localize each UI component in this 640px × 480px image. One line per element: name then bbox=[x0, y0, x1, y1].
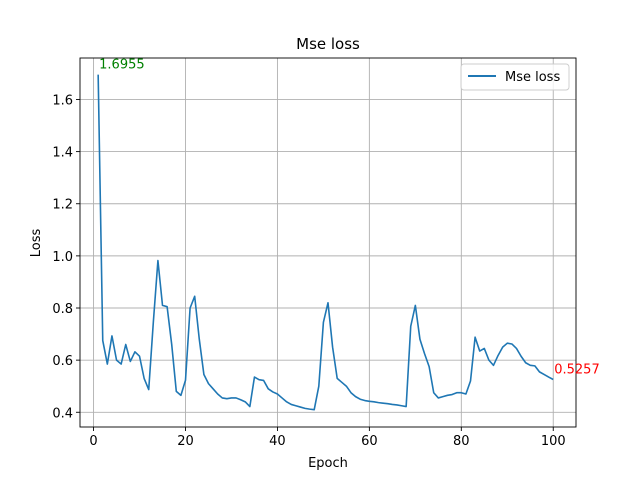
x-axis-label: Epoch bbox=[308, 456, 348, 471]
x-tick-label: 40 bbox=[269, 434, 286, 449]
value-annotation: 1.6955 bbox=[99, 58, 145, 73]
plot-frame bbox=[79, 57, 577, 428]
x-tick-label: 60 bbox=[361, 434, 378, 449]
annotations: 1.6955 0.5257 bbox=[99, 58, 600, 378]
x-tick-label: 20 bbox=[177, 434, 194, 449]
y-tick-label: 1.6 bbox=[52, 93, 73, 108]
legend-label: Mse loss bbox=[505, 70, 560, 85]
y-axis-label: Loss bbox=[29, 229, 44, 258]
x-tick-label: 80 bbox=[453, 434, 470, 449]
value-annotation: 0.5257 bbox=[554, 363, 600, 378]
y-tick-label: 1.0 bbox=[52, 250, 73, 265]
y-tick-label: 0.4 bbox=[52, 406, 73, 421]
x-tick-label: 100 bbox=[541, 434, 566, 449]
y-tick-label: 1.2 bbox=[52, 198, 73, 213]
y-tick-label: 1.4 bbox=[52, 146, 73, 161]
legend-box bbox=[460, 63, 570, 91]
series-layer bbox=[97, 74, 554, 411]
series-line bbox=[97, 74, 554, 411]
x-axis: 0 20 40 60 80 100 bbox=[89, 427, 566, 449]
y-tick-label: 0.8 bbox=[52, 302, 73, 317]
grid bbox=[80, 58, 576, 427]
y-axis: 0.4 0.6 0.8 1.0 1.2 1.4 1.6 bbox=[52, 93, 80, 421]
legend: Mse loss bbox=[460, 63, 570, 91]
y-tick-label: 0.6 bbox=[52, 354, 73, 369]
x-tick-label: 0 bbox=[89, 434, 97, 449]
chart-title: Mse loss bbox=[296, 35, 360, 53]
